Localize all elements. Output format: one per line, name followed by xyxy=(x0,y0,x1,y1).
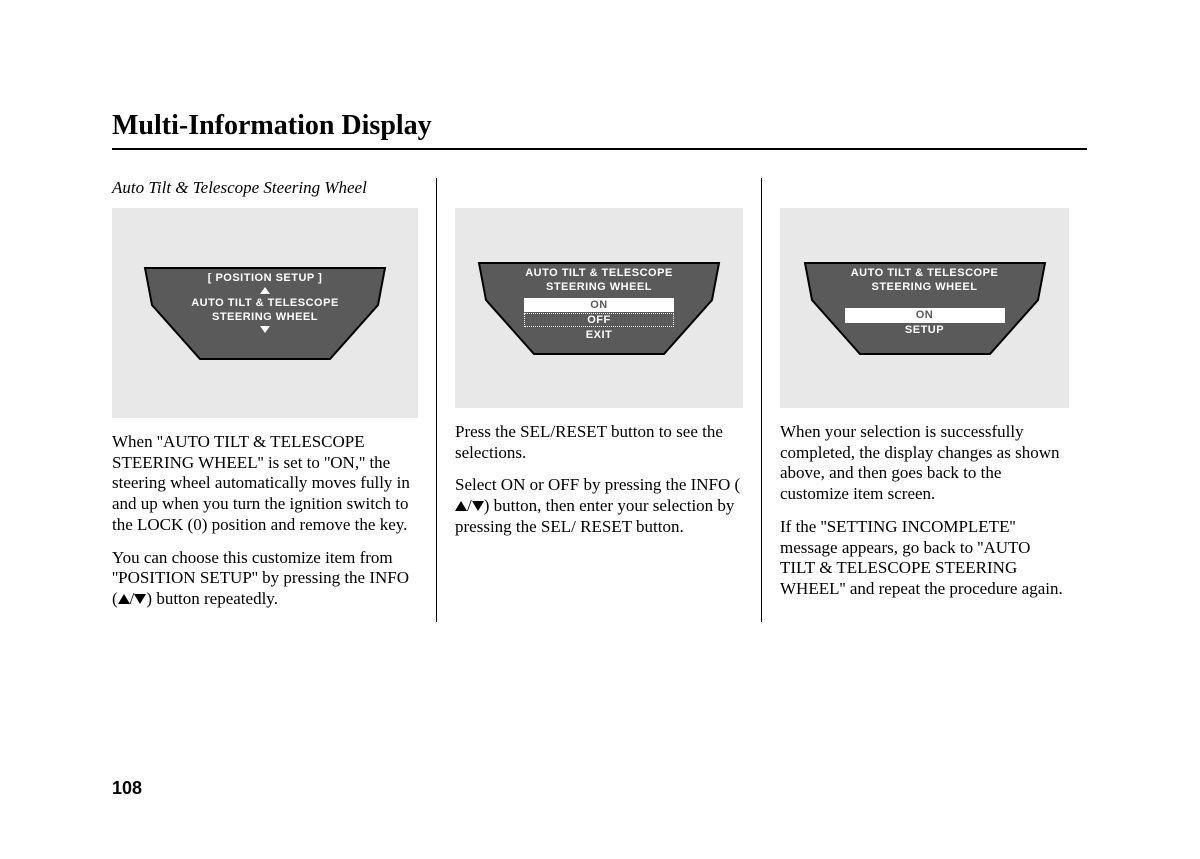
triangle-down-icon xyxy=(134,594,146,604)
display-illustration-panel: AUTO TILT & TELESCOPE STEERING WHEEL ON … xyxy=(455,208,743,408)
section-subtitle: Auto Tilt & Telescope Steering Wheel xyxy=(112,178,418,198)
display-illustration-panel: [ POSITION SETUP ] AUTO TILT & TELESCOPE… xyxy=(112,208,418,418)
column-2: AUTO TILT & TELESCOPE STEERING WHEEL ON … xyxy=(437,178,762,622)
triangle-up-icon xyxy=(118,594,130,604)
dashboard-content: AUTO TILT & TELESCOPE STEERING WHEEL ON … xyxy=(474,258,724,358)
column-1: Auto Tilt & Telescope Steering Wheel [ P… xyxy=(112,178,437,622)
dash-line-1: AUTO TILT & TELESCOPE xyxy=(191,296,339,310)
menu-option-on: ON xyxy=(524,298,674,312)
triangle-down-icon xyxy=(260,326,270,333)
menu-options: ON OFF EXIT xyxy=(524,298,674,342)
dashboard-content: AUTO TILT & TELESCOPE STEERING WHEEL ON … xyxy=(800,258,1050,358)
text-fragment: ) button repeatedly. xyxy=(146,589,278,608)
body-text: When your selection is successfully comp… xyxy=(780,422,1069,600)
triangle-up-icon xyxy=(260,287,270,294)
menu-options: ON SETUP xyxy=(845,308,1005,338)
dash-line-2: STEERING WHEEL xyxy=(212,310,318,324)
menu-option-on: ON xyxy=(845,308,1005,323)
column-3: AUTO TILT & TELESCOPE STEERING WHEEL ON … xyxy=(762,178,1087,622)
menu-option-setup: SETUP xyxy=(845,323,1005,338)
dash-header: [ POSITION SETUP ] xyxy=(208,271,323,285)
dashboard-screen-1: [ POSITION SETUP ] AUTO TILT & TELESCOPE… xyxy=(140,263,390,363)
menu-option-off: OFF xyxy=(524,313,674,327)
dash-line-1: AUTO TILT & TELESCOPE xyxy=(525,266,673,280)
display-illustration-panel: AUTO TILT & TELESCOPE STEERING WHEEL ON … xyxy=(780,208,1069,408)
text-fragment: ) button, then enter your selection by p… xyxy=(455,496,734,536)
triangle-down-icon xyxy=(472,501,484,511)
page-number: 108 xyxy=(112,778,142,799)
dash-line-2: STEERING WHEEL xyxy=(871,280,977,294)
dashboard-screen-3: AUTO TILT & TELESCOPE STEERING WHEEL ON … xyxy=(800,258,1050,358)
columns: Auto Tilt & Telescope Steering Wheel [ P… xyxy=(112,178,1087,622)
paragraph: Press the SEL/RESET button to see the se… xyxy=(455,422,743,463)
body-text: When ''AUTO TILT & TELESCOPE STEERING WH… xyxy=(112,432,418,610)
manual-page: Multi-Information Display Auto Tilt & Te… xyxy=(112,110,1087,622)
dashboard-content: [ POSITION SETUP ] AUTO TILT & TELESCOPE… xyxy=(140,263,390,363)
dash-line-2: STEERING WHEEL xyxy=(546,280,652,294)
paragraph: You can choose this customize item from … xyxy=(112,548,418,610)
paragraph: Select ON or OFF by pressing the INFO (/… xyxy=(455,475,743,537)
dash-line-1: AUTO TILT & TELESCOPE xyxy=(851,266,999,280)
paragraph: When ''AUTO TILT & TELESCOPE STEERING WH… xyxy=(112,432,418,536)
text-fragment: Select ON or OFF by pressing the INFO ( xyxy=(455,475,740,494)
paragraph: When your selection is successfully comp… xyxy=(780,422,1069,505)
triangle-up-icon xyxy=(455,501,467,511)
dashboard-screen-2: AUTO TILT & TELESCOPE STEERING WHEEL ON … xyxy=(474,258,724,358)
paragraph: If the ''SETTING INCOMPLETE'' message ap… xyxy=(780,517,1069,600)
body-text: Press the SEL/RESET button to see the se… xyxy=(455,422,743,538)
page-title: Multi-Information Display xyxy=(112,110,1087,150)
menu-option-exit: EXIT xyxy=(524,328,674,342)
